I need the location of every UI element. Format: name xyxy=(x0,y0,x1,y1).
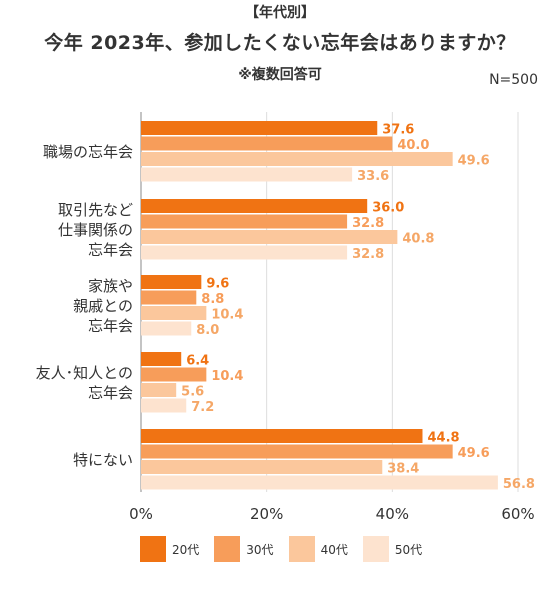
bar-20代-0 xyxy=(141,121,378,135)
legend: 20代 30代 40代 50代 xyxy=(140,536,437,562)
legend-item: 30代 xyxy=(214,536,274,562)
bar-40代-3 xyxy=(141,383,177,397)
bar-30代-3 xyxy=(141,367,207,382)
bar-40代-1 xyxy=(141,230,398,244)
legend-item: 20代 xyxy=(140,536,199,562)
legend-label: 50代 xyxy=(394,542,423,557)
bar-50代-2 xyxy=(141,321,192,336)
data-label: 10.4 xyxy=(211,369,243,384)
data-label: 36.0 xyxy=(372,201,404,216)
data-label: 33.6 xyxy=(357,169,389,184)
legend-item: 50代 xyxy=(362,536,423,562)
bar-40代-4 xyxy=(141,460,383,474)
bar-20代-1 xyxy=(141,199,368,213)
bar-20代-4 xyxy=(141,429,423,443)
chart-note: ※複数回答可 xyxy=(238,67,322,83)
data-label: 7.2 xyxy=(191,400,214,415)
bar-30代-4 xyxy=(141,444,453,459)
bar-50代-0 xyxy=(141,167,353,182)
legend-swatch xyxy=(214,536,241,562)
category-label: 忘年会 xyxy=(88,241,133,259)
category-label: 友人･知人との xyxy=(36,364,133,382)
legend-swatch xyxy=(140,536,166,562)
legend-swatch xyxy=(288,536,315,562)
x-tick-label: 60% xyxy=(501,505,534,523)
data-label: 10.4 xyxy=(211,308,243,323)
category-label: 家族や xyxy=(88,277,133,295)
category-label: 特にない xyxy=(73,451,133,469)
category-label: 親戚との xyxy=(73,297,133,315)
legend-label: 30代 xyxy=(246,542,274,557)
data-label: 8.8 xyxy=(201,292,224,307)
data-label: 6.4 xyxy=(186,354,209,369)
category-label: 取引先など xyxy=(58,201,133,219)
data-label: 40.0 xyxy=(397,138,429,153)
x-tick-label: 20% xyxy=(250,505,283,523)
bar-40代-2 xyxy=(141,306,207,320)
sample-size: N=500 xyxy=(489,72,538,88)
data-label: 49.6 xyxy=(458,446,490,461)
legend-item: 40代 xyxy=(288,536,348,562)
category-label: 忘年会 xyxy=(88,384,133,402)
data-label: 9.6 xyxy=(206,277,229,292)
bar-20代-2 xyxy=(141,275,202,289)
data-label: 38.4 xyxy=(387,462,419,477)
bar-20代-3 xyxy=(141,352,182,366)
data-label: 49.6 xyxy=(458,154,490,169)
x-tick-label: 40% xyxy=(376,505,409,523)
category-label: 仕事関係の xyxy=(58,221,133,239)
data-label: 32.8 xyxy=(352,216,384,231)
bar-30代-1 xyxy=(141,214,348,229)
bar-chart: 0% 20% 40% 60%37.640.049.633.6職場の忘年会36.032.… xyxy=(36,112,535,523)
bar-50代-1 xyxy=(141,245,348,260)
legend-label: 20代 xyxy=(172,542,200,557)
data-label: 8.0 xyxy=(196,323,219,338)
data-label: 32.8 xyxy=(352,247,384,262)
bar-30代-0 xyxy=(141,136,393,151)
data-label: 37.6 xyxy=(382,123,414,138)
bar-50代-3 xyxy=(141,398,187,413)
category-label: 忘年会 xyxy=(88,317,133,335)
data-label: 5.6 xyxy=(181,385,204,400)
chart-tag: 【年代別】 xyxy=(245,5,315,21)
data-label: 56.8 xyxy=(503,477,535,492)
chart-title: 今年 2023年、参加したくない忘年会はありますか？ xyxy=(44,32,516,54)
legend-label: 40代 xyxy=(320,542,348,557)
category-label: 職場の忘年会 xyxy=(43,143,133,161)
data-label: 40.8 xyxy=(402,232,434,247)
bar-40代-0 xyxy=(141,152,453,166)
legend-swatch xyxy=(362,536,389,562)
data-label: 44.8 xyxy=(427,431,459,446)
x-tick-label: 0% xyxy=(129,505,153,523)
bar-30代-2 xyxy=(141,290,197,305)
bar-50代-4 xyxy=(141,475,498,490)
